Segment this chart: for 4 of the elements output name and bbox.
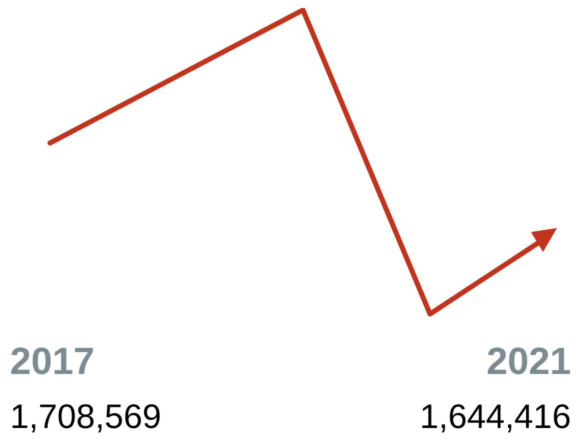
data-label: 1,708,569 <box>10 397 162 438</box>
category-label: 2021 <box>485 340 571 385</box>
category-label: 2017 <box>10 340 96 385</box>
data-label: 1,644,416 <box>420 397 571 438</box>
